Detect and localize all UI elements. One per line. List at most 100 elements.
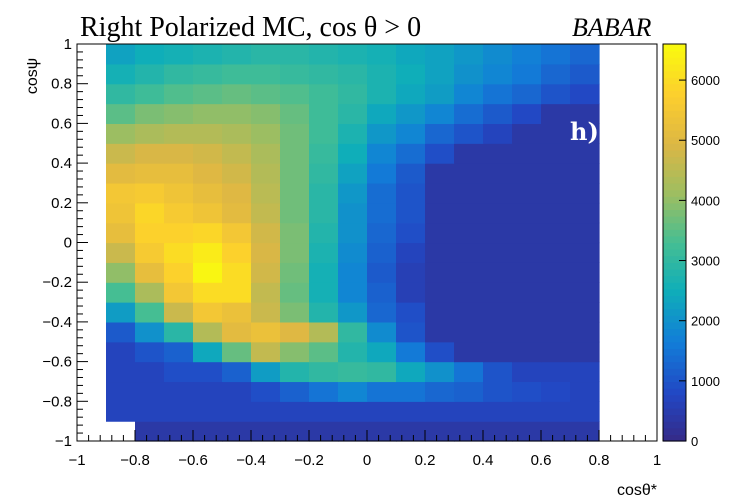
heatmap-cell xyxy=(251,202,281,224)
heatmap-cell xyxy=(222,103,252,124)
heatmap-cell xyxy=(454,242,484,263)
heatmap-cell xyxy=(454,302,484,323)
heatmap-cell xyxy=(135,262,165,283)
heatmap-cell xyxy=(425,44,455,65)
heatmap-cell xyxy=(193,202,223,224)
colorbar-segment xyxy=(663,407,686,416)
heatmap-cell xyxy=(106,163,136,184)
heatmap-cell xyxy=(367,202,397,224)
heatmap-cell xyxy=(338,361,368,383)
colorbar-segment xyxy=(663,176,686,184)
colorbar-segment xyxy=(663,421,686,429)
heatmap-cell xyxy=(106,262,136,283)
heatmap-cell xyxy=(280,421,310,442)
heatmap-cell xyxy=(222,421,252,442)
heatmap-cell xyxy=(338,202,368,224)
heatmap-cell xyxy=(280,302,310,323)
heatmap-cell xyxy=(280,103,310,124)
heatmap-cell xyxy=(512,143,542,164)
heatmap-cell xyxy=(338,63,368,85)
heatmap-cell xyxy=(222,262,252,283)
heatmap-cell xyxy=(483,163,513,184)
heatmap-cell xyxy=(541,361,571,383)
heatmap-cell xyxy=(512,321,542,343)
heatmap-cell xyxy=(541,282,571,303)
heatmap-cell xyxy=(164,83,194,105)
heatmap-cell xyxy=(251,421,281,442)
heatmap-cell xyxy=(164,103,194,124)
heatmap-cell xyxy=(251,262,281,283)
colorbar-segment xyxy=(663,302,686,310)
colorbar-segment xyxy=(663,103,686,111)
colorbar-segment xyxy=(663,130,686,138)
heatmap-cell xyxy=(454,401,484,422)
y-tick-label: −1 xyxy=(55,433,72,450)
heatmap-cell xyxy=(309,341,339,363)
heatmap-cell xyxy=(106,321,136,343)
heatmap-cell xyxy=(483,44,513,65)
heatmap-cell xyxy=(425,282,455,303)
heatmap-cell xyxy=(222,321,252,343)
heatmap-cell xyxy=(425,341,455,363)
x-tick-labels: −1 −0.8 −0.6 −0.4 −0.2 0 0.2 0.4 0.6 0.8 1 xyxy=(68,452,661,469)
heatmap-cell xyxy=(396,182,426,204)
heatmap-cell xyxy=(396,262,426,283)
heatmap-cell xyxy=(338,262,368,283)
heatmap-cell xyxy=(309,262,339,283)
colorbar-segment xyxy=(663,434,686,442)
colorbar-segment xyxy=(663,361,686,369)
x-tick-label: −0.8 xyxy=(120,452,150,469)
heatmap-cell xyxy=(309,123,339,144)
heatmap-cell xyxy=(135,421,165,442)
heatmap-cell xyxy=(512,401,542,422)
heatmap-cell xyxy=(222,63,252,85)
heatmap-cell xyxy=(396,321,426,343)
experiment-label: BABAR xyxy=(572,13,652,42)
heatmap-cell xyxy=(367,242,397,263)
heatmap-cell xyxy=(512,182,542,204)
colorbar-segment xyxy=(663,83,686,91)
colorbar-segment xyxy=(663,341,686,349)
colorbar-segment xyxy=(663,249,686,257)
colorbar-segment xyxy=(663,401,686,409)
heatmap-cell xyxy=(367,143,397,164)
heatmap-cell xyxy=(396,421,426,442)
heatmap-cell xyxy=(222,202,252,224)
heatmap-cell xyxy=(570,321,600,343)
heatmap-cell xyxy=(135,163,165,184)
colorbar-segment xyxy=(663,57,686,65)
heatmap-cell xyxy=(425,202,455,224)
heatmap-cell xyxy=(454,262,484,283)
heatmap-cell xyxy=(570,44,600,65)
colorbar-segment xyxy=(663,202,686,211)
heatmap-cell xyxy=(512,222,542,244)
heatmap-cell xyxy=(570,123,600,144)
x-tick-label: −0.2 xyxy=(294,452,324,469)
heatmap-cell xyxy=(512,83,542,105)
heatmap-cell xyxy=(367,341,397,363)
y-tick-label: −0.4 xyxy=(42,314,72,331)
x-tick-label: 1 xyxy=(653,452,661,469)
heatmap-cell xyxy=(338,143,368,164)
heatmap-cell xyxy=(483,123,513,144)
heatmap-cell xyxy=(222,242,252,263)
colorbar-segment xyxy=(663,196,686,204)
heatmap-cell xyxy=(309,302,339,323)
heatmap-cell xyxy=(541,182,571,204)
heatmap-cell xyxy=(396,302,426,323)
heatmap-cell xyxy=(367,63,397,85)
colorbar-segment xyxy=(663,381,686,389)
heatmap-cell xyxy=(512,421,542,442)
heatmap-cell xyxy=(164,361,194,383)
heatmap-cell xyxy=(193,421,223,442)
heatmap-cell xyxy=(541,321,571,343)
colorbar-segment xyxy=(663,110,686,118)
colorbar-tick-label: 4000 xyxy=(691,193,720,208)
heatmap-cell xyxy=(280,361,310,383)
colorbar-segment xyxy=(663,77,686,85)
colorbar-segment xyxy=(663,182,686,191)
heatmap-cell xyxy=(454,381,484,402)
heatmap-cell xyxy=(570,182,600,204)
heatmap-cell xyxy=(135,103,165,124)
heatmap-cell xyxy=(570,401,600,422)
